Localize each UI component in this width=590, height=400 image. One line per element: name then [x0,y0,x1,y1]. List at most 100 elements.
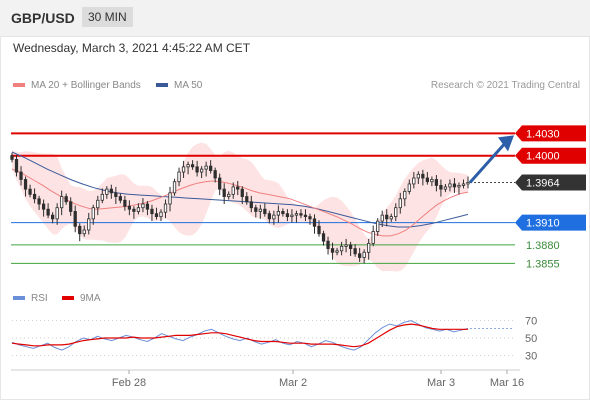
candle [60,190,64,216]
candle [285,209,290,222]
candle-body [231,186,235,195]
candle [114,186,118,204]
candle-body [41,203,46,210]
candle-body [317,225,321,235]
candle [353,244,357,257]
legend-ma20-label: MA 20 + Bollinger Bands [31,80,141,91]
candle [335,247,339,256]
legend-ma9: 9MA [62,293,101,304]
candle [181,160,186,178]
candle-body [159,211,163,218]
candle-body [82,229,86,235]
chart-header: GBP/USD 30 MIN [0,0,590,37]
candle-body [37,198,41,205]
candle-body [172,181,177,194]
ma50-swatch [156,83,168,88]
candle-body [308,216,312,220]
candle [249,195,253,213]
candle-body [263,208,267,215]
candle [245,192,249,205]
candle [78,223,82,242]
candle [348,241,353,256]
timeframe-badge[interactable]: 30 MIN [82,7,133,27]
candle [457,182,461,195]
candle-body [163,203,168,213]
candle-body [452,183,457,188]
candle-body [222,188,226,197]
candle-body [466,182,470,185]
candle [186,161,190,175]
x-tick-label: Feb 28 [112,377,146,389]
candle [267,210,271,224]
level-tag-1.3964 [515,174,586,191]
candle-body [335,250,339,253]
candle-body [430,179,434,183]
candle [281,208,285,217]
candle [425,172,429,185]
level-label-1.4000: 1.4000 [526,151,560,163]
candle-body [118,196,122,201]
candle [163,199,168,219]
candle-body [218,177,222,190]
candle [32,188,37,204]
candle [190,160,195,170]
level-label-1.3964: 1.3964 [526,177,560,189]
candle [330,242,335,260]
candle-body [421,173,425,179]
level-tag-1.4000 [515,147,586,164]
candle-body [32,193,37,200]
candle-body [389,216,393,220]
candle [299,209,303,219]
candle [73,205,77,233]
candle [443,183,448,193]
currency-pair: GBP/USD [11,10,75,26]
level-label-1.3855: 1.3855 [526,258,560,270]
candle-body [299,213,303,216]
candle-body [403,190,407,200]
candle-body [195,166,199,173]
candle-body [73,211,77,227]
ma20-swatch [13,83,25,88]
level-tag-1.3910 [515,214,586,231]
candle [240,186,244,204]
candle [466,176,470,189]
candle-body [132,208,136,212]
candle-body [394,207,398,218]
candle [136,203,141,215]
candle-body [105,188,109,195]
candle [294,210,299,223]
candle [394,203,398,222]
rsi-line [11,320,469,351]
candle [416,171,420,184]
candle-body [109,188,113,194]
candle [218,173,222,196]
candle-body [339,245,344,252]
candle [127,200,132,216]
candle-body [358,253,362,258]
candle [380,210,384,228]
candle-body [353,248,357,255]
candle [272,210,276,225]
forecast-arrowhead [498,135,514,152]
legend-ma9-label: 9MA [80,293,101,304]
candle [308,213,312,225]
candle [434,175,439,192]
candle-body [371,231,375,244]
level-label-1.3880: 1.3880 [526,240,560,252]
candle [371,225,375,247]
candle-body [236,186,240,190]
candle [321,230,326,246]
candle [10,152,14,163]
candle [154,207,159,220]
candle-body [136,207,141,212]
candle [276,205,281,223]
bollinger-band [12,142,468,272]
candle [28,184,32,198]
forecast-arrow [468,143,506,184]
candle-body [385,214,389,220]
x-tick-label: Mar 3 [427,377,455,389]
candle-body [376,220,380,232]
candle-body [19,171,23,180]
candle-body [240,188,244,197]
